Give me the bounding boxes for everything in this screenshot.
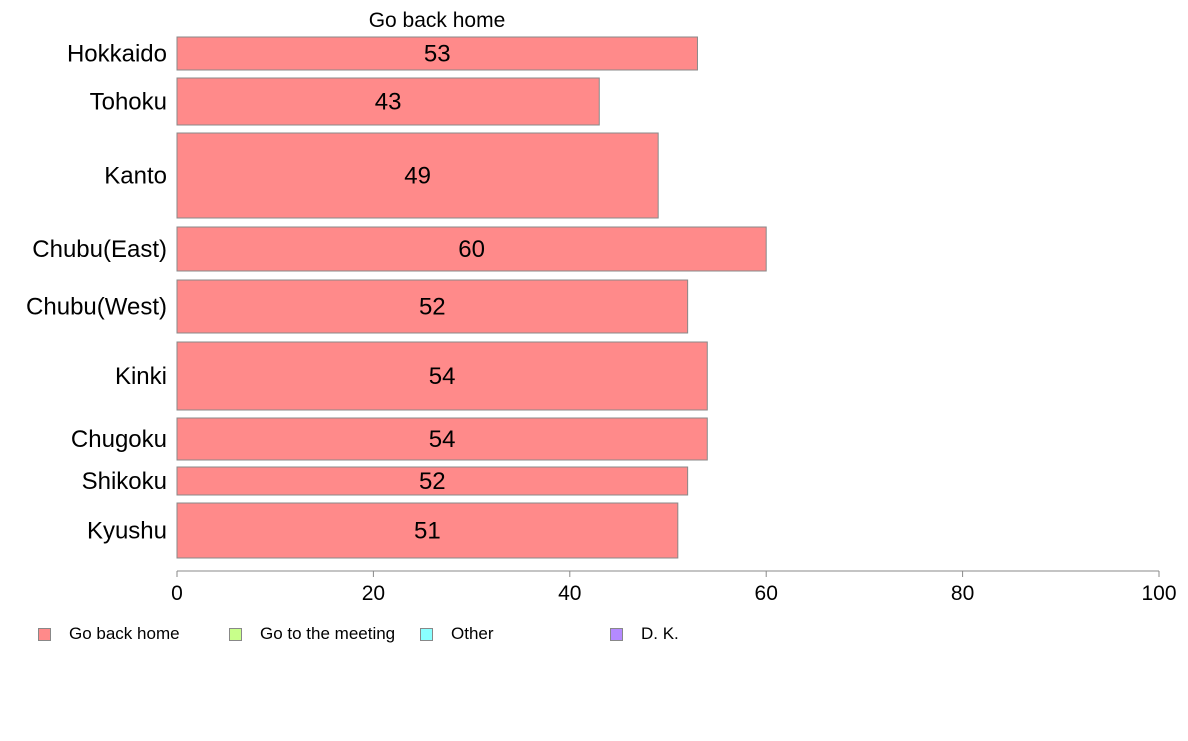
value-label-tohoku: 43 xyxy=(375,89,402,116)
x-tick-label-60: 60 xyxy=(755,582,778,605)
x-tick-label-100: 100 xyxy=(1141,582,1176,605)
value-label-chubu-west: 52 xyxy=(419,294,446,321)
bar-kyushu xyxy=(176,502,679,559)
legend-item-go-to-the-meeting: Go to the meeting xyxy=(229,624,395,644)
legend-label: D. K. xyxy=(641,624,679,643)
legend-label: Other xyxy=(451,624,494,643)
legend-label: Go back home xyxy=(69,624,180,643)
bar-shikoku xyxy=(176,466,689,496)
value-label-kinki: 54 xyxy=(429,363,456,390)
value-label-chugoku: 54 xyxy=(429,426,456,453)
legend-swatch-go-back-home xyxy=(38,627,51,641)
x-tick-label-20: 20 xyxy=(362,582,385,605)
x-tick-label-0: 0 xyxy=(171,582,183,605)
legend-swatch-go-to-the-meeting xyxy=(229,627,242,641)
category-label-kinki: Kinki xyxy=(115,363,167,390)
legend-item-dk: D. K. xyxy=(610,624,679,644)
legend: Go back home Go to the meeting Other D. … xyxy=(38,624,1158,646)
bar-chubu-west xyxy=(176,279,689,334)
x-tick-label-80: 80 xyxy=(951,582,974,605)
bars-layer: Hokkaido 53 Tohoku 43 Kanto 49 Chubu(East) 60 Ch… xyxy=(26,36,767,559)
legend-label: Go to the meeting xyxy=(260,624,396,643)
category-label-kanto: Kanto xyxy=(104,163,167,190)
legend-item-go-back-home: Go back home xyxy=(38,624,180,644)
value-label-chubu-east: 60 xyxy=(458,236,485,263)
chart-title: Go back home xyxy=(369,9,506,32)
category-label-hokkaido: Hokkaido xyxy=(67,41,167,68)
legend-item-other: Other xyxy=(420,624,494,644)
bar-chubu-east xyxy=(176,226,767,272)
bar-chugoku xyxy=(176,417,708,461)
category-label-chugoku: Chugoku xyxy=(71,426,167,453)
value-label-hokkaido: 53 xyxy=(424,41,451,68)
legend-swatch-dk xyxy=(610,627,623,641)
legend-swatch-other xyxy=(420,627,433,641)
value-label-kanto: 49 xyxy=(404,163,431,190)
category-label-shikoku: Shikoku xyxy=(82,468,167,495)
value-label-kyushu: 51 xyxy=(414,518,441,545)
x-tick-label-40: 40 xyxy=(558,582,581,605)
category-label-tohoku: Tohoku xyxy=(90,89,167,116)
x-axis: 0 20 40 60 80 100 xyxy=(171,570,1177,605)
bar-tohoku xyxy=(176,77,600,126)
category-label-chubu-west: Chubu(West) xyxy=(26,294,167,321)
bar-hokkaido xyxy=(176,36,698,71)
category-label-kyushu: Kyushu xyxy=(87,518,167,545)
bar-kanto xyxy=(176,132,659,219)
value-label-shikoku: 52 xyxy=(419,468,446,495)
bar-kinki xyxy=(176,341,708,411)
category-label-chubu-east: Chubu(East) xyxy=(32,236,167,263)
